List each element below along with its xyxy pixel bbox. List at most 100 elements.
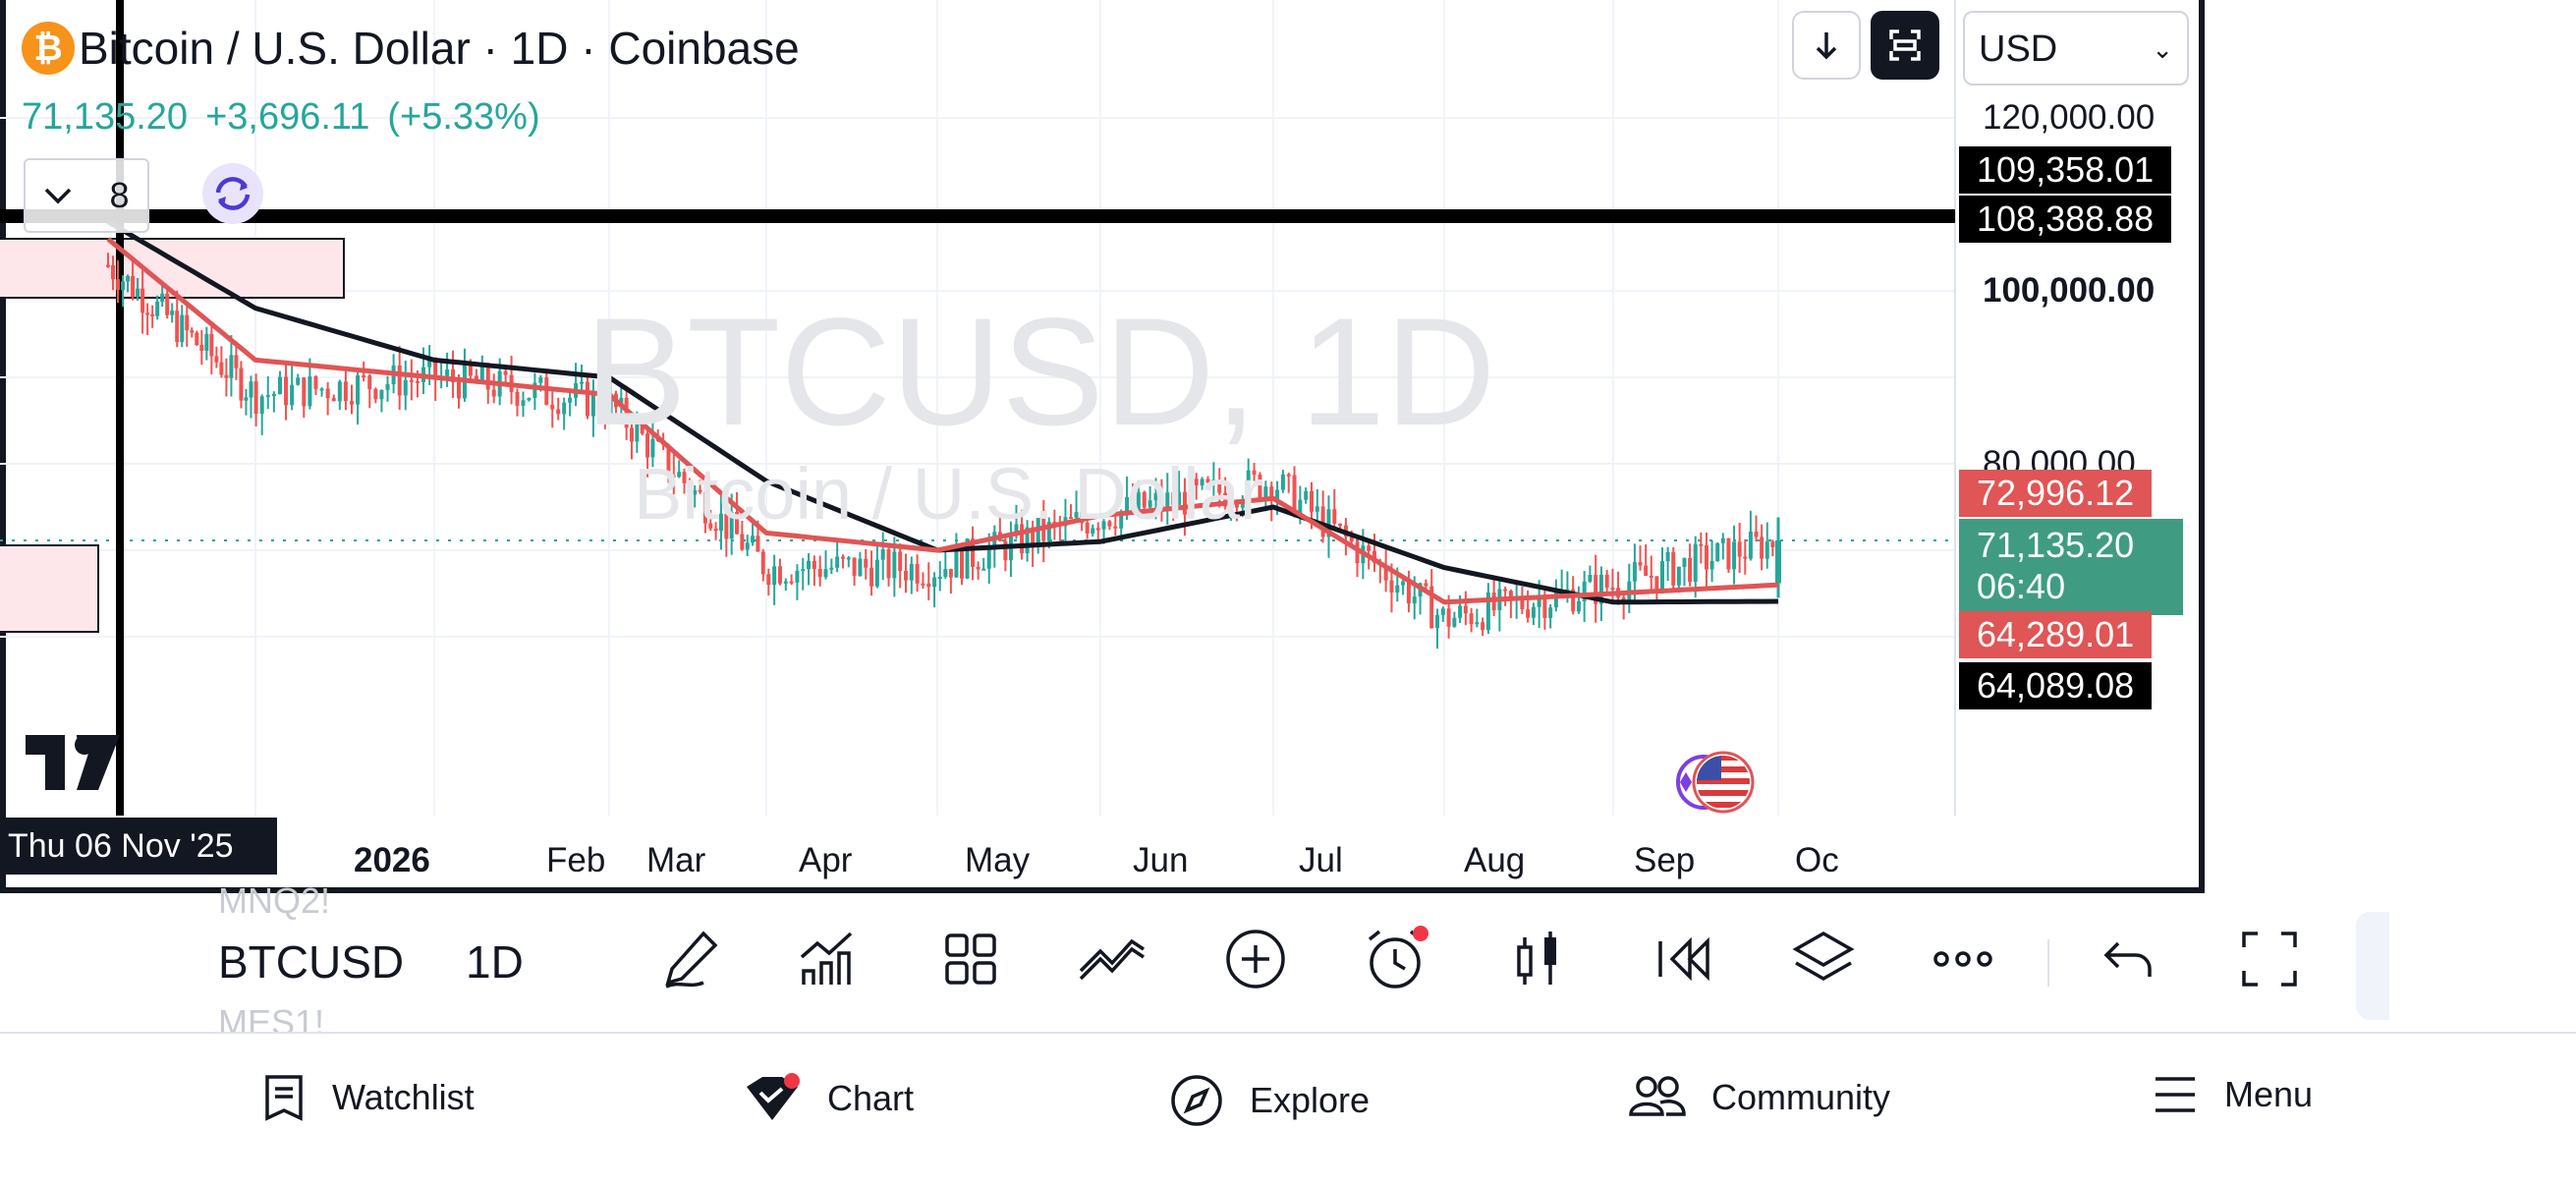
candle-body bbox=[1429, 586, 1434, 629]
candle-body bbox=[1571, 589, 1576, 612]
candle-body bbox=[777, 566, 782, 584]
candle-body bbox=[1280, 474, 1285, 490]
candle-body bbox=[886, 549, 891, 579]
candle-body bbox=[343, 381, 348, 402]
candle-body bbox=[1395, 585, 1400, 593]
candle-body bbox=[350, 401, 354, 405]
candle-body bbox=[772, 566, 777, 586]
candle-body bbox=[1542, 599, 1547, 618]
x-tick-jun: Jun bbox=[1133, 841, 1189, 879]
candle-body bbox=[713, 528, 718, 532]
candle-body bbox=[829, 567, 834, 570]
toolbar-scroll-hint[interactable] bbox=[2356, 912, 2389, 1020]
candle-body bbox=[1372, 550, 1377, 563]
candle-body bbox=[1014, 524, 1019, 535]
tradingview-logo-icon bbox=[26, 725, 120, 806]
trend-button[interactable] bbox=[1073, 920, 1151, 998]
candle-body bbox=[204, 333, 209, 351]
candle-body bbox=[869, 567, 874, 587]
candle-body bbox=[116, 279, 121, 291]
candle-body bbox=[1148, 500, 1152, 508]
candle-type-button[interactable] bbox=[1499, 920, 1578, 998]
candle-body bbox=[1234, 503, 1239, 508]
candle-body bbox=[244, 397, 249, 401]
replay-button[interactable] bbox=[1643, 920, 1721, 998]
candle-body bbox=[234, 355, 239, 368]
draw-button[interactable] bbox=[652, 920, 731, 998]
candle-body bbox=[1332, 509, 1337, 524]
layout-button[interactable] bbox=[931, 920, 1010, 998]
nav-community[interactable]: Community bbox=[1627, 1073, 1890, 1122]
candle-body bbox=[373, 388, 378, 400]
candle-body bbox=[538, 377, 543, 383]
candle-body bbox=[1229, 503, 1234, 507]
fullscreen-button[interactable] bbox=[2230, 920, 2309, 998]
currency-select[interactable]: USD ⌄ bbox=[1963, 11, 2189, 85]
indicators-button[interactable] bbox=[788, 920, 867, 998]
symbol-title[interactable]: Bitcoin / U.S. Dollar · 1D · Coinbase bbox=[79, 23, 800, 74]
line-tag-upper: 109,358.01 bbox=[1959, 146, 2172, 194]
candle-body bbox=[1205, 479, 1210, 483]
nav-chart[interactable]: Chart bbox=[743, 1073, 914, 1124]
nav-explore[interactable]: Explore bbox=[1169, 1073, 1370, 1128]
chart-area[interactable]: BTCUSD, 1D Bitcoin / U.S. Dollar ₿ Bitco… bbox=[0, 0, 2205, 893]
add-button[interactable] bbox=[1216, 920, 1295, 998]
candle-body bbox=[239, 367, 244, 401]
screenshot-button[interactable] bbox=[1871, 11, 1939, 80]
candle-body bbox=[1632, 562, 1637, 582]
candle-body bbox=[1349, 537, 1354, 542]
chevron-down-icon bbox=[45, 188, 72, 204]
candle-body bbox=[1113, 526, 1118, 529]
candle-body bbox=[846, 557, 851, 560]
candle-body bbox=[852, 557, 857, 577]
candle-body bbox=[943, 569, 948, 578]
candle-body bbox=[1194, 479, 1199, 485]
candle-body bbox=[1720, 537, 1725, 543]
candle-body bbox=[1610, 588, 1615, 591]
candle-body bbox=[630, 427, 635, 442]
symbol-button[interactable]: BTCUSD bbox=[218, 936, 405, 988]
undo-button[interactable] bbox=[2089, 920, 2167, 998]
download-button[interactable] bbox=[1792, 11, 1861, 80]
candle-body bbox=[909, 564, 914, 581]
candle-body bbox=[1548, 607, 1553, 618]
candle-body bbox=[693, 489, 698, 495]
indicator-collapse-toggle[interactable]: 8 bbox=[24, 158, 149, 233]
candle-body bbox=[106, 264, 110, 267]
more-button[interactable] bbox=[1924, 920, 2002, 998]
crosshair-date: Thu 06 Nov '25 bbox=[0, 818, 277, 875]
candle-body bbox=[1485, 592, 1490, 631]
candle-body bbox=[1553, 590, 1558, 608]
candle-body bbox=[1085, 523, 1090, 534]
candle-body bbox=[544, 377, 549, 405]
community-icon bbox=[1629, 1076, 1686, 1116]
nav-watchlist[interactable]: Watchlist bbox=[261, 1073, 475, 1122]
candle-body bbox=[735, 512, 740, 535]
sync-icon bbox=[215, 177, 251, 210]
alert-button[interactable] bbox=[1358, 920, 1436, 998]
bitcoin-logo-icon: ₿ bbox=[22, 22, 75, 75]
candle-body bbox=[1576, 600, 1581, 612]
sync-button[interactable] bbox=[202, 163, 263, 224]
candle-body bbox=[903, 570, 908, 581]
candle-body bbox=[1754, 531, 1759, 537]
candle-body bbox=[1052, 522, 1057, 525]
candle-body bbox=[1258, 475, 1262, 499]
layers-button[interactable] bbox=[1784, 920, 1863, 998]
candle-body bbox=[1688, 557, 1693, 583]
candle-body bbox=[1159, 493, 1164, 510]
candle-body bbox=[1621, 597, 1626, 601]
interval-button[interactable]: 1D bbox=[466, 936, 524, 988]
price-plot[interactable] bbox=[0, 0, 2193, 893]
event-marker[interactable] bbox=[1670, 747, 1755, 818]
candle-body bbox=[1275, 489, 1280, 501]
candle-body bbox=[1130, 496, 1135, 510]
candle-body bbox=[1355, 541, 1360, 564]
candle-body bbox=[1503, 589, 1508, 592]
add-icon bbox=[1226, 930, 1285, 989]
x-tick-sep: Sep bbox=[1634, 841, 1696, 879]
nav-menu[interactable]: Menu bbox=[2152, 1073, 2313, 1116]
candle-body bbox=[1309, 490, 1314, 512]
candle-body bbox=[1644, 565, 1649, 576]
candle-body bbox=[1031, 527, 1036, 547]
